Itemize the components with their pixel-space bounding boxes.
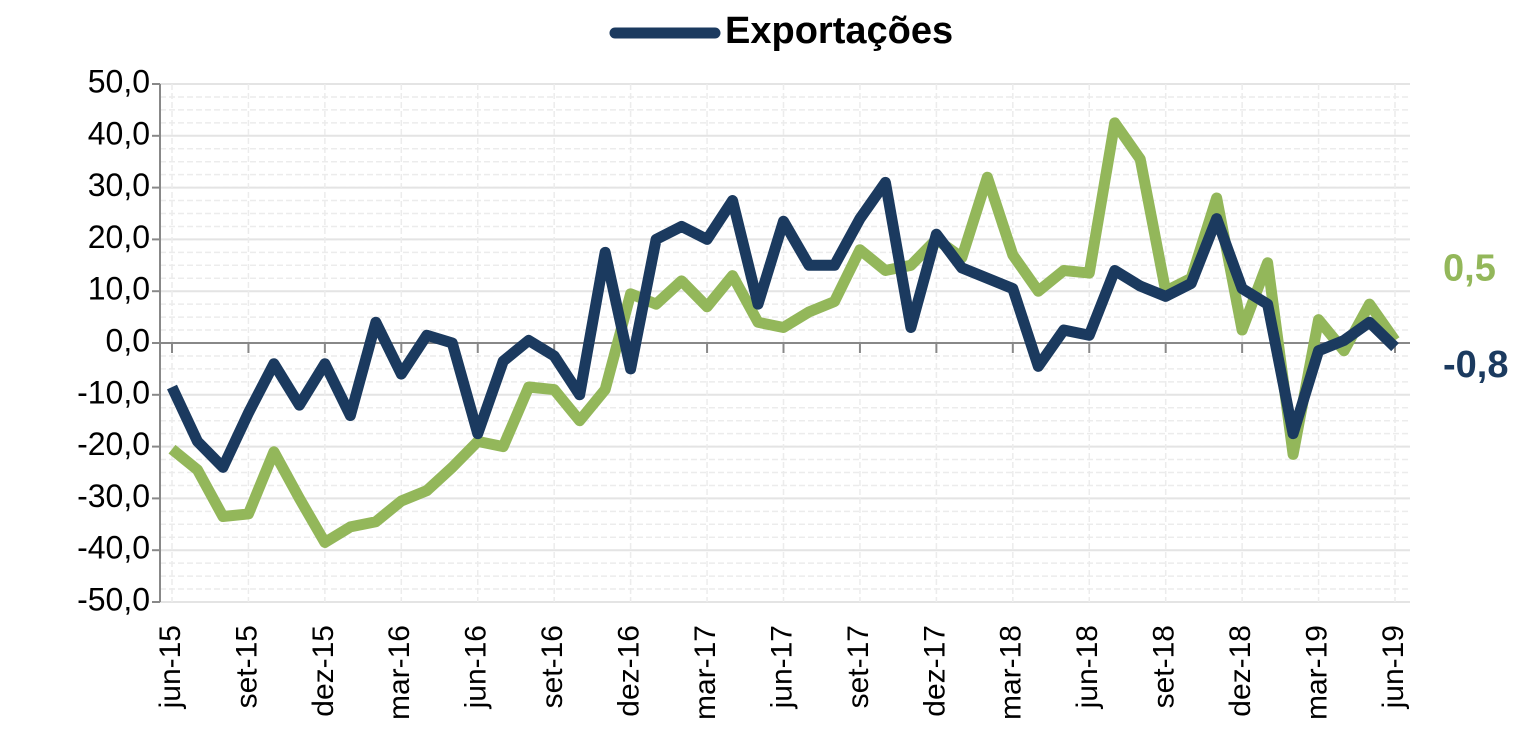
x-tick-label: mar-16 (383, 625, 416, 720)
x-tick-label: mar-18 (995, 625, 1028, 720)
y-tick-label: -40,0 (77, 530, 150, 566)
y-tick-label: -50,0 (77, 581, 150, 617)
x-tick-label: mar-19 (1300, 625, 1333, 720)
x-tick-label: dez-15 (307, 625, 340, 717)
x-tick-label: dez-17 (918, 625, 951, 717)
x-tick-label: dez-18 (1224, 625, 1257, 717)
y-tick-label: 30,0 (88, 167, 150, 203)
y-tick-label: -30,0 (77, 478, 150, 514)
y-tick-label: -20,0 (77, 426, 150, 462)
x-tick-label: mar-17 (689, 625, 722, 720)
x-tick-label: jun-19 (1377, 625, 1410, 709)
x-tick-label: set-17 (842, 625, 875, 708)
x-tick-label: dez-16 (613, 625, 646, 717)
x-tick-label: set-18 (1148, 625, 1181, 708)
x-tick-label: set-15 (230, 625, 263, 708)
x-tick-label: jun-16 (460, 625, 493, 709)
legend-label: Exportações (725, 10, 953, 52)
y-tick-label: 0,0 (106, 322, 150, 358)
x-tick-label: set-16 (536, 625, 569, 708)
y-tick-label: 40,0 (88, 115, 150, 151)
x-tick-label: jun-18 (1071, 625, 1104, 709)
y-tick-label: -10,0 (77, 374, 150, 410)
end-label: -0,8 (1443, 344, 1508, 386)
x-tick-label: jun-15 (154, 625, 187, 709)
y-tick-label: 20,0 (88, 219, 150, 255)
x-tick-label: jun-17 (765, 625, 798, 709)
series-line (167, 176, 1399, 473)
y-tick-label: 50,0 (88, 63, 150, 99)
y-tick-label: 10,0 (88, 271, 150, 307)
end-label: 0,5 (1443, 247, 1496, 289)
